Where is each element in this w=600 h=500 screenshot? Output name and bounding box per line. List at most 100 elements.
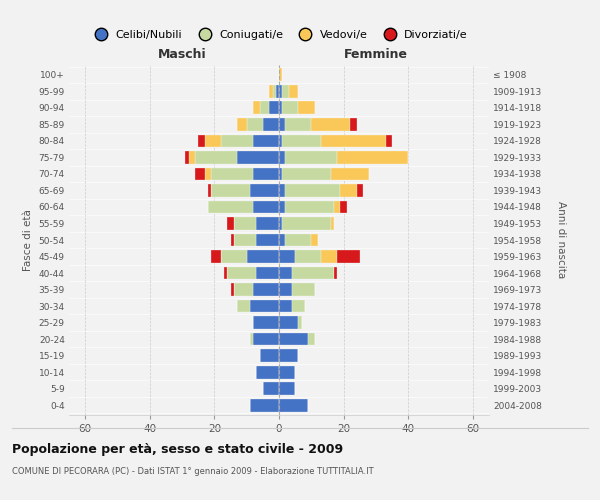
Bar bbox=[250, 398, 279, 411]
Y-axis label: Fasce di età: Fasce di età bbox=[23, 209, 33, 271]
Bar bbox=[282, 168, 331, 180]
Bar bbox=[247, 118, 263, 131]
Bar bbox=[298, 102, 314, 114]
Bar bbox=[340, 200, 347, 213]
Bar bbox=[292, 283, 314, 296]
Bar bbox=[211, 250, 221, 263]
Bar bbox=[279, 68, 282, 82]
Bar bbox=[234, 217, 256, 230]
Bar bbox=[334, 200, 340, 213]
Bar bbox=[260, 349, 279, 362]
Bar bbox=[256, 366, 279, 378]
Text: COMUNE DI PECORARA (PC) - Dati ISTAT 1° gennaio 2009 - Elaborazione TUTTITALIA.I: COMUNE DI PECORARA (PC) - Dati ISTAT 1° … bbox=[12, 468, 374, 476]
Bar bbox=[253, 283, 279, 296]
Bar bbox=[282, 134, 321, 147]
Bar bbox=[279, 250, 295, 263]
Bar bbox=[250, 184, 279, 197]
Bar bbox=[279, 200, 286, 213]
Bar bbox=[256, 266, 279, 280]
Bar bbox=[276, 85, 279, 98]
Bar bbox=[256, 234, 279, 246]
Bar bbox=[205, 168, 211, 180]
Bar bbox=[253, 332, 279, 345]
Bar bbox=[279, 266, 292, 280]
Bar bbox=[279, 283, 292, 296]
Legend: Celibi/Nubili, Coniugati/e, Vedovi/e, Divorziati/e: Celibi/Nubili, Coniugati/e, Vedovi/e, Di… bbox=[88, 28, 470, 42]
Bar bbox=[224, 266, 227, 280]
Bar bbox=[311, 234, 318, 246]
Bar bbox=[221, 134, 253, 147]
Bar bbox=[286, 234, 311, 246]
Bar bbox=[386, 134, 392, 147]
Bar bbox=[256, 217, 279, 230]
Bar bbox=[282, 85, 289, 98]
Bar bbox=[269, 85, 272, 98]
Bar bbox=[279, 398, 308, 411]
Bar bbox=[237, 151, 279, 164]
Bar bbox=[298, 316, 302, 329]
Bar bbox=[208, 200, 253, 213]
Bar bbox=[279, 85, 282, 98]
Bar bbox=[263, 382, 279, 395]
Bar bbox=[295, 250, 321, 263]
Bar bbox=[340, 184, 356, 197]
Text: Maschi: Maschi bbox=[158, 48, 206, 61]
Bar bbox=[195, 151, 237, 164]
Bar bbox=[331, 168, 370, 180]
Bar bbox=[289, 85, 298, 98]
Y-axis label: Anni di nascita: Anni di nascita bbox=[556, 202, 566, 278]
Bar bbox=[279, 134, 282, 147]
Bar bbox=[279, 234, 286, 246]
Bar bbox=[211, 184, 250, 197]
Bar bbox=[321, 250, 337, 263]
Bar bbox=[230, 234, 234, 246]
Bar bbox=[337, 151, 408, 164]
Bar bbox=[234, 283, 253, 296]
Bar bbox=[279, 102, 282, 114]
Bar bbox=[227, 266, 256, 280]
Bar bbox=[253, 316, 279, 329]
Bar bbox=[195, 168, 205, 180]
Bar bbox=[279, 168, 282, 180]
Bar bbox=[356, 184, 363, 197]
Bar bbox=[279, 349, 298, 362]
Bar bbox=[279, 217, 282, 230]
Bar bbox=[334, 266, 337, 280]
Bar bbox=[198, 134, 205, 147]
Bar bbox=[282, 217, 331, 230]
Bar bbox=[221, 250, 247, 263]
Bar bbox=[331, 217, 334, 230]
Bar bbox=[308, 332, 314, 345]
Bar bbox=[227, 217, 234, 230]
Bar bbox=[237, 300, 250, 312]
Bar bbox=[286, 151, 337, 164]
Bar bbox=[279, 366, 295, 378]
Bar bbox=[279, 151, 286, 164]
Bar bbox=[253, 134, 279, 147]
Bar bbox=[279, 118, 286, 131]
Bar bbox=[208, 184, 211, 197]
Bar bbox=[272, 85, 276, 98]
Text: Popolazione per età, sesso e stato civile - 2009: Popolazione per età, sesso e stato civil… bbox=[12, 442, 343, 456]
Bar bbox=[292, 300, 305, 312]
Bar bbox=[188, 151, 195, 164]
Bar bbox=[237, 118, 247, 131]
Bar bbox=[286, 200, 334, 213]
Bar bbox=[292, 266, 334, 280]
Text: Femmine: Femmine bbox=[344, 48, 408, 61]
Bar bbox=[260, 102, 269, 114]
Bar bbox=[279, 382, 295, 395]
Bar bbox=[286, 184, 340, 197]
Bar bbox=[253, 168, 279, 180]
Bar bbox=[185, 151, 188, 164]
Bar bbox=[337, 250, 360, 263]
Bar bbox=[279, 332, 308, 345]
Bar bbox=[250, 332, 253, 345]
Bar bbox=[230, 283, 234, 296]
Bar bbox=[286, 118, 311, 131]
Bar bbox=[247, 250, 279, 263]
Bar bbox=[279, 300, 292, 312]
Bar bbox=[263, 118, 279, 131]
Bar bbox=[211, 168, 253, 180]
Bar bbox=[311, 118, 350, 131]
